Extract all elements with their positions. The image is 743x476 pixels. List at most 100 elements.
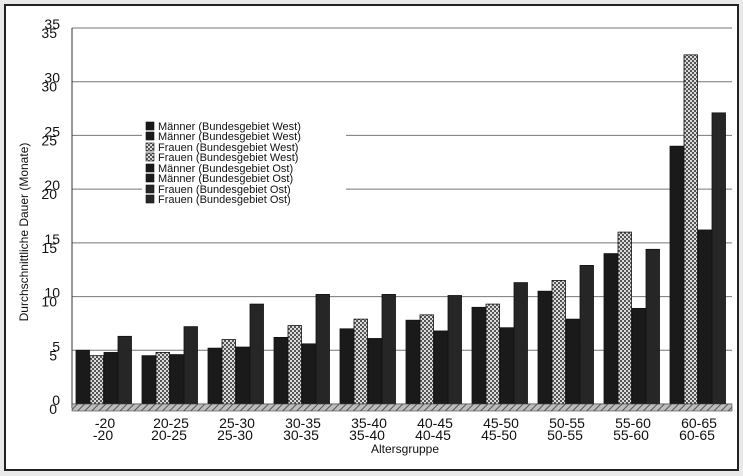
x-tick-label: 35-40 (351, 415, 387, 431)
y-tick-label: 25 (44, 123, 60, 139)
y-tick-label: 35 (41, 25, 57, 41)
bars (75, 54, 726, 405)
x-tick-label: 45-50 (483, 415, 519, 431)
legend-swatch (145, 173, 155, 183)
bar--20-series-2 (89, 355, 104, 405)
x-tick-label: 60-65 (681, 415, 717, 431)
x-tick-label: 35-40 (349, 427, 385, 443)
bar--20-series-1 (75, 349, 90, 405)
bar-50-55-series-3 (565, 318, 580, 405)
x-tick-label: 40-45 (417, 415, 453, 431)
bar-55-60-series-1 (603, 253, 618, 405)
bar-30-35-series-2 (287, 325, 302, 405)
bar-50-55-series-2 (551, 280, 566, 405)
y-tick-label: 0 (49, 401, 57, 417)
y-tick-label: 30 (44, 70, 60, 86)
y-tick-label: 25 (41, 132, 57, 148)
bar-25-30-series-4 (249, 303, 264, 405)
y-tick-label: 20 (44, 177, 60, 193)
y-tick-label: 5 (52, 338, 60, 354)
legend-label: Frauen (Bundesgebiet West) (158, 142, 298, 154)
bar-60-65-series-3 (697, 229, 712, 405)
bar-35-40-series-2 (353, 318, 368, 405)
legend-swatch (145, 121, 155, 131)
bar-40-45-series-3 (433, 330, 448, 405)
legend-box (142, 118, 346, 202)
bar-20-25-series-4 (183, 326, 198, 405)
x-tick-label: 55-60 (615, 415, 651, 431)
legend: Männer (Bundesgebiet West)Männer (Bundes… (142, 118, 346, 206)
bar-40-45-series-4 (447, 295, 462, 405)
bar-60-65-series-4 (711, 112, 726, 405)
legend-swatch (145, 163, 155, 173)
bar-35-40-series-4 (381, 294, 396, 405)
y-tick-label: 10 (44, 285, 60, 301)
bar-50-55-series-1 (537, 290, 552, 405)
bar-45-50-series-2 (485, 303, 500, 405)
y-tick-label: 5 (49, 347, 57, 363)
legend-label: Frauen (Bundesgebiet West) (158, 152, 298, 164)
y-tick-label: 10 (41, 294, 57, 310)
x-tick-label: 40-45 (415, 427, 451, 443)
bar--20-series-3 (103, 352, 118, 405)
x-tick-label: 60-65 (679, 427, 715, 443)
bar-40-45-series-2 (419, 314, 434, 405)
x-tick-label: 30-35 (285, 415, 321, 431)
axis-floor (71, 403, 733, 412)
x-axis-title: Altersgruppe (371, 442, 439, 456)
legend-swatch (145, 142, 155, 152)
x-tick-label: 50-55 (549, 415, 585, 431)
bar-20-25-series-3 (169, 354, 184, 405)
bar-60-65-series-2 (683, 54, 698, 405)
bar-25-30-series-1 (207, 347, 222, 405)
bar-30-35-series-1 (273, 336, 288, 405)
bar-35-40-series-3 (367, 338, 382, 405)
bar-30-35-series-4 (315, 294, 330, 405)
bar-55-60-series-4 (645, 248, 660, 405)
bar-20-25-series-2 (155, 352, 170, 405)
y-tick-label: 20 (41, 186, 57, 202)
legend-label: Frauen (Bundesgebiet Ost) (158, 184, 291, 196)
legend-label: Männer (Bundesgebiet Ost) (158, 173, 293, 185)
x-tick-label: 50-55 (547, 427, 583, 443)
x-tick-label: -20 (95, 415, 115, 431)
bar-20-25-series-1 (141, 355, 156, 405)
bar-55-60-series-3 (631, 307, 646, 405)
axis-floor-strip (71, 403, 733, 412)
legend-label: Männer (Bundesgebiet West) (158, 121, 301, 133)
legend-swatch (145, 131, 155, 141)
x-tick-label: 45-50 (481, 427, 517, 443)
y-tick-label: 15 (41, 240, 57, 256)
y-tick-label: 0 (52, 392, 60, 408)
x-tick-label: 55-60 (613, 427, 649, 443)
bar-40-45-series-1 (405, 319, 420, 405)
x-tick-label: 25-30 (219, 415, 255, 431)
x-tick-label: 20-25 (151, 427, 187, 443)
y-axis-title: Durchschnittliche Dauer (Monate) (17, 143, 31, 322)
bar-60-65-series-1 (669, 145, 684, 405)
legend-label: Männer (Bundesgebiet West) (158, 131, 301, 143)
bar--20-series-4 (117, 335, 132, 405)
bar-30-35-series-3 (301, 343, 316, 405)
x-tick-label: 25-30 (217, 427, 253, 443)
bar-45-50-series-4 (513, 282, 528, 405)
bar-55-60-series-2 (617, 231, 632, 405)
legend-swatch (145, 152, 155, 162)
y-tick-label: 15 (44, 231, 60, 247)
legend-swatch (145, 194, 155, 204)
y-tick-label: 35 (44, 16, 60, 32)
x-tick-label: 20-25 (153, 415, 189, 431)
bar-45-50-series-1 (471, 306, 486, 405)
bar-45-50-series-3 (499, 327, 514, 405)
x-tick-label: -20 (93, 427, 113, 443)
x-tick-label: 30-35 (283, 427, 319, 443)
bar-25-30-series-3 (235, 346, 250, 405)
legend-label: Männer (Bundesgebiet Ost) (158, 163, 293, 175)
legend-swatch (145, 184, 155, 194)
legend-label: Frauen (Bundesgebiet Ost) (158, 194, 291, 206)
bar-35-40-series-1 (339, 328, 354, 405)
bar-25-30-series-2 (221, 339, 236, 405)
